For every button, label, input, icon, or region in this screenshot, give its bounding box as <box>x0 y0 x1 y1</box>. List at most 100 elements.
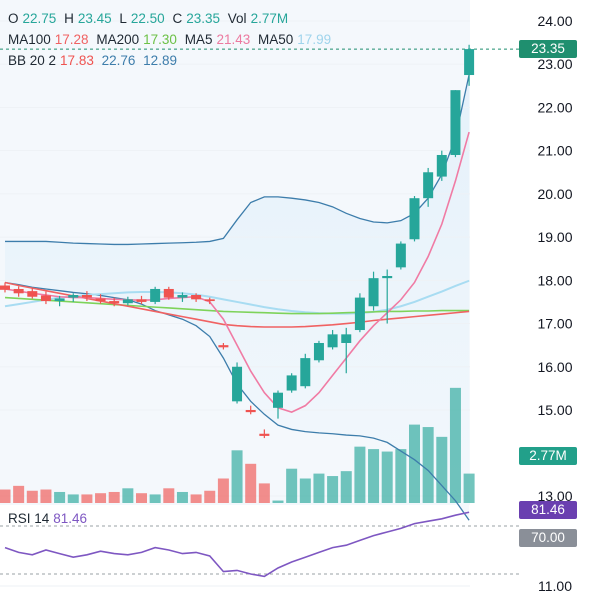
volume-badge: 2.77M <box>519 447 577 465</box>
open-value: 22.75 <box>22 11 57 26</box>
y-tick-label: 20.00 <box>537 186 572 202</box>
candle-body <box>163 288 174 298</box>
close-label: C <box>172 11 183 26</box>
high-value: 23.45 <box>77 11 112 26</box>
candle-body <box>150 288 161 302</box>
y-tick-label: 16.00 <box>537 359 572 375</box>
ma5-value: 21.43 <box>216 32 251 47</box>
volume-value: 2.77M <box>250 11 289 26</box>
y-tick-label: 23.00 <box>537 56 572 72</box>
rsi-value: 81.46 <box>53 511 88 526</box>
candle-body <box>273 392 283 408</box>
volume-bar <box>81 494 93 503</box>
candle-body <box>232 366 243 402</box>
volume-bar <box>13 485 25 503</box>
ma100-value: 17.28 <box>54 32 89 47</box>
rsi-level-badge: 70.00 <box>519 529 577 547</box>
candle-body <box>54 298 65 302</box>
y-tick-label: 19.00 <box>537 229 572 245</box>
volume-bar <box>354 446 366 503</box>
volume-bar <box>26 490 38 503</box>
candle-body <box>423 172 434 199</box>
volume-bar <box>381 451 393 503</box>
candle-body <box>464 49 475 76</box>
volume-bar <box>0 489 11 503</box>
volume-bar <box>54 491 66 503</box>
volume-bar <box>368 449 380 503</box>
y-tick-label: 24.00 <box>537 13 572 29</box>
volume-bar <box>136 493 147 503</box>
bb-fill <box>5 74 470 521</box>
candle-body <box>382 275 393 279</box>
candle-body <box>122 299 133 304</box>
bb-label: BB 20 2 <box>8 53 57 68</box>
candle-body <box>327 334 338 348</box>
ma50-value: 17.99 <box>297 32 332 47</box>
volume-bar <box>395 449 407 503</box>
low-value: 22.50 <box>130 11 165 26</box>
volume-bar <box>258 483 270 503</box>
bollinger-band-fill <box>5 74 470 521</box>
ohlc-legend: O 22.75 H 23.45 L 22.50 C 23.35 Vol 2.77M <box>8 10 292 28</box>
last-price-badge: 23.35 <box>519 40 577 58</box>
rsi-pane <box>0 511 520 578</box>
volume-bar <box>67 494 79 503</box>
open-label: O <box>8 11 19 26</box>
y-tick-label: 18.00 <box>537 272 572 288</box>
volume-bar <box>95 493 107 503</box>
candle-body <box>136 299 147 302</box>
ma200-label: MA200 <box>96 32 140 47</box>
candle-body <box>81 295 92 298</box>
ma200-value: 17.30 <box>143 32 177 47</box>
y-tick-label: 21.00 <box>537 143 572 159</box>
candle-body <box>68 295 79 298</box>
candle-body <box>177 295 188 298</box>
ma50-label: MA50 <box>258 32 294 47</box>
volume-bar <box>286 468 298 503</box>
volume-bar <box>436 436 448 503</box>
volume-bar <box>204 490 216 503</box>
candle-body <box>218 345 229 348</box>
y-tick-label: 15.00 <box>537 402 572 418</box>
bb-mid-value: 22.76 <box>101 53 136 68</box>
volume-bar <box>299 478 311 503</box>
ma100-label: MA100 <box>8 32 51 47</box>
volume-bar <box>40 489 52 503</box>
volume-bar <box>176 491 188 503</box>
candle-body <box>313 342 324 361</box>
rsi-badge: 81.46 <box>519 501 577 519</box>
volume-bar <box>217 478 229 503</box>
y-tick-label: 17.00 <box>537 316 572 332</box>
volume-bar <box>409 424 420 503</box>
candle-body <box>368 278 379 307</box>
candle-body <box>191 295 202 300</box>
candle-body <box>300 358 311 387</box>
volume-bar <box>449 387 461 503</box>
rsi-legend: RSI 14 81.46 <box>8 510 91 528</box>
candle-body <box>0 285 10 290</box>
candle-body <box>259 433 270 436</box>
volume-bar <box>231 450 243 503</box>
volume-bar <box>422 427 434 503</box>
close-value: 23.35 <box>186 11 221 26</box>
price-axis: 24.00 23.00 22.00 21.00 20.00 19.00 18.00 17.00… <box>537 13 572 594</box>
candle-body <box>245 409 256 413</box>
y-tick-label: 22.00 <box>537 99 572 115</box>
candle-body <box>354 297 365 331</box>
volume-bar <box>272 500 284 503</box>
bb-upper-value: 17.83 <box>60 53 94 68</box>
volume-bar <box>108 491 120 503</box>
candlesticks <box>0 44 475 439</box>
candle-body <box>95 298 106 302</box>
volume-bar <box>463 473 475 503</box>
ma-legend: MA100 17.28 MA200 17.30 MA5 21.43 MA50 17.99 <box>8 31 335 49</box>
high-label: H <box>64 11 74 26</box>
rsi-label: RSI 14 <box>8 511 50 526</box>
volume-bar <box>327 476 339 503</box>
volume-bar <box>190 494 202 503</box>
rsi-line <box>4 511 470 578</box>
candle-body <box>395 243 406 268</box>
volume-bar <box>245 463 257 503</box>
low-label: L <box>119 11 127 26</box>
